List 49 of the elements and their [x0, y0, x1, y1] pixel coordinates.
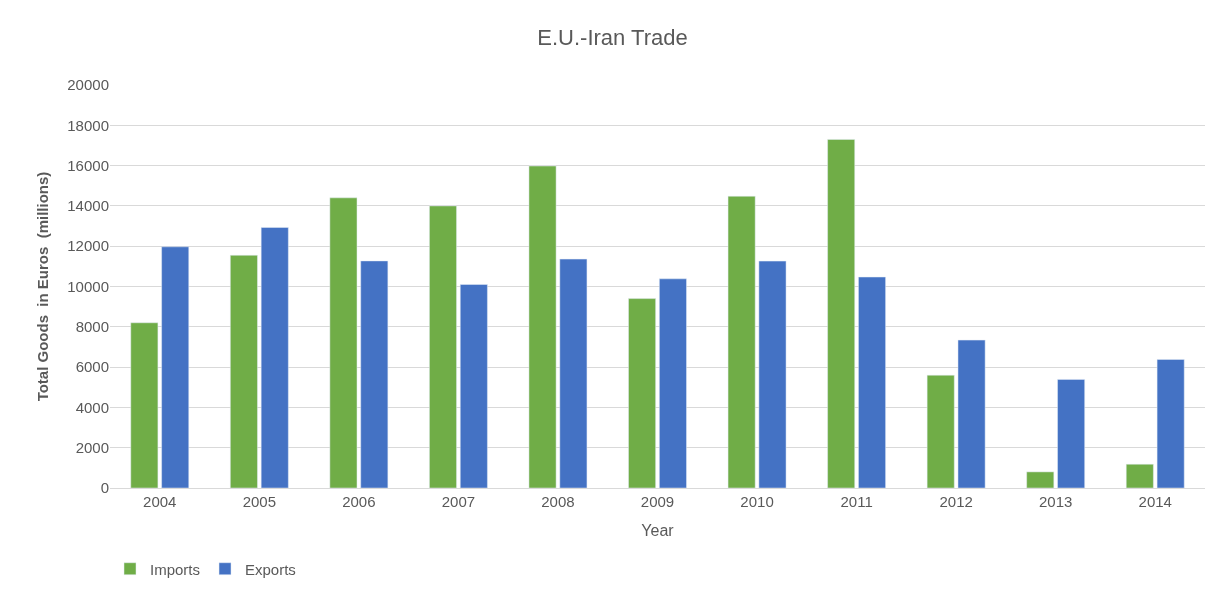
bar — [429, 205, 457, 488]
x-tick-label: 2009 — [640, 493, 675, 510]
bar — [957, 339, 986, 488]
x-axis-title: Year — [641, 521, 675, 539]
x-tick-label: 2014 — [1138, 493, 1172, 510]
bar — [827, 139, 855, 488]
y-tick-label: 0 — [100, 479, 109, 497]
bar — [758, 260, 787, 488]
y-tick-label: 20000 — [67, 76, 109, 94]
y-axis-title: Total Goods in Euros (millions) — [33, 171, 51, 402]
bar — [130, 322, 159, 488]
y-tick-label: 8000 — [75, 318, 109, 336]
bar — [1156, 359, 1185, 488]
y-tick-label: 18000 — [67, 116, 109, 134]
x-tick-label: 2006 — [342, 493, 376, 510]
bar — [659, 278, 687, 488]
x-tick-label: 2008 — [541, 493, 575, 510]
bar — [1026, 471, 1055, 488]
bar — [858, 276, 886, 488]
x-tick-label: 2004 — [143, 493, 177, 510]
bar — [329, 197, 358, 488]
chart-title: E.U.-Iran Trade — [537, 25, 688, 51]
bar — [260, 227, 289, 488]
bar — [460, 284, 488, 488]
bar — [1057, 379, 1085, 488]
y-tick-label: 16000 — [67, 156, 109, 174]
y-tick-label: 12000 — [67, 237, 109, 255]
bar — [230, 255, 258, 488]
bar — [559, 258, 588, 488]
bar — [161, 246, 190, 488]
bar — [926, 374, 955, 488]
bar — [727, 195, 756, 488]
y-tick-label: 6000 — [75, 358, 109, 376]
x-tick-label: 2005 — [242, 493, 277, 510]
bar — [360, 260, 389, 488]
x-tick-label: 2007 — [441, 493, 476, 510]
x-tick-label: 2012 — [939, 493, 973, 510]
bar — [628, 298, 656, 488]
y-tick-label: 10000 — [67, 277, 109, 295]
y-tick-label: 2000 — [75, 438, 109, 456]
y-tick-label: 4000 — [75, 398, 109, 416]
bar — [528, 165, 557, 488]
x-tick-label: 2013 — [1038, 493, 1073, 510]
x-tick-label: 2010 — [740, 493, 774, 510]
bar — [1125, 463, 1154, 488]
legend-label: Exports — [245, 560, 296, 578]
y-tick-label: 14000 — [67, 197, 109, 215]
legend-label: Imports — [150, 560, 201, 578]
x-tick-label: 2011 — [840, 493, 873, 510]
